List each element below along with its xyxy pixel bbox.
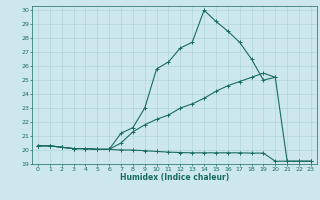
- X-axis label: Humidex (Indice chaleur): Humidex (Indice chaleur): [120, 173, 229, 182]
